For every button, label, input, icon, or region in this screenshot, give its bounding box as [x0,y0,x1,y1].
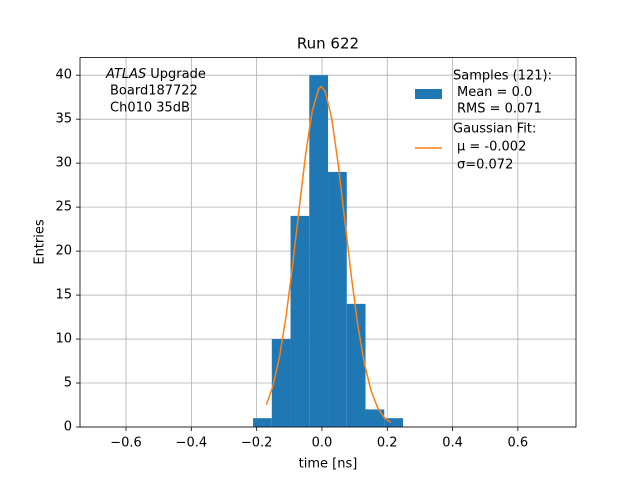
y-tick-label: 35 [55,112,72,127]
legend-label: Mean = 0.0 [457,85,532,100]
legend-label: RMS = 0.071 [457,102,542,117]
annotation: ATLAS Upgrade [105,67,206,82]
bar [271,339,291,427]
legend-label: Samples (121): [453,69,552,84]
y-tick-label: 30 [55,156,72,171]
x-tick-label: −0.6 [110,436,142,451]
y-tick-label: 5 [64,376,72,391]
bar [346,303,366,427]
y-tick-label: 0 [64,420,72,435]
x-tick-label: −0.4 [176,436,208,451]
legend-label: Gaussian Fit: [453,122,536,137]
y-tick-label: 10 [55,332,72,347]
axes-frame [79,57,577,428]
fit-line [265,85,392,424]
legend-swatch [415,89,442,99]
y-tick-label: 40 [55,68,72,83]
bar [365,409,385,427]
chart-title: Run 622 [297,35,359,53]
x-tick-label: −0.2 [241,436,273,451]
legend-label: μ = -0.002 [457,140,526,155]
x-tick-label: 0.0 [312,436,333,451]
y-tick-label: 25 [55,200,72,215]
annotation-italic: ATLAS [105,67,146,82]
legend-label: σ=0.072 [457,158,513,173]
y-tick-label: 20 [55,244,72,259]
annotation: Upgrade [150,67,206,82]
x-tick-label: 0.2 [377,436,398,451]
bar [309,75,329,427]
annotation: Board187722 [110,84,198,99]
annotation: Ch010 35dB [110,101,190,116]
y-axis-label: Entries [33,219,48,265]
x-tick-label: 0.4 [442,436,463,451]
bar [253,418,272,427]
bar [328,171,347,427]
bar [290,215,310,427]
x-axis-label: time [ns] [299,457,358,472]
y-tick-label: 15 [55,288,72,303]
x-tick-label: 0.6 [508,436,529,451]
bar [384,418,404,427]
